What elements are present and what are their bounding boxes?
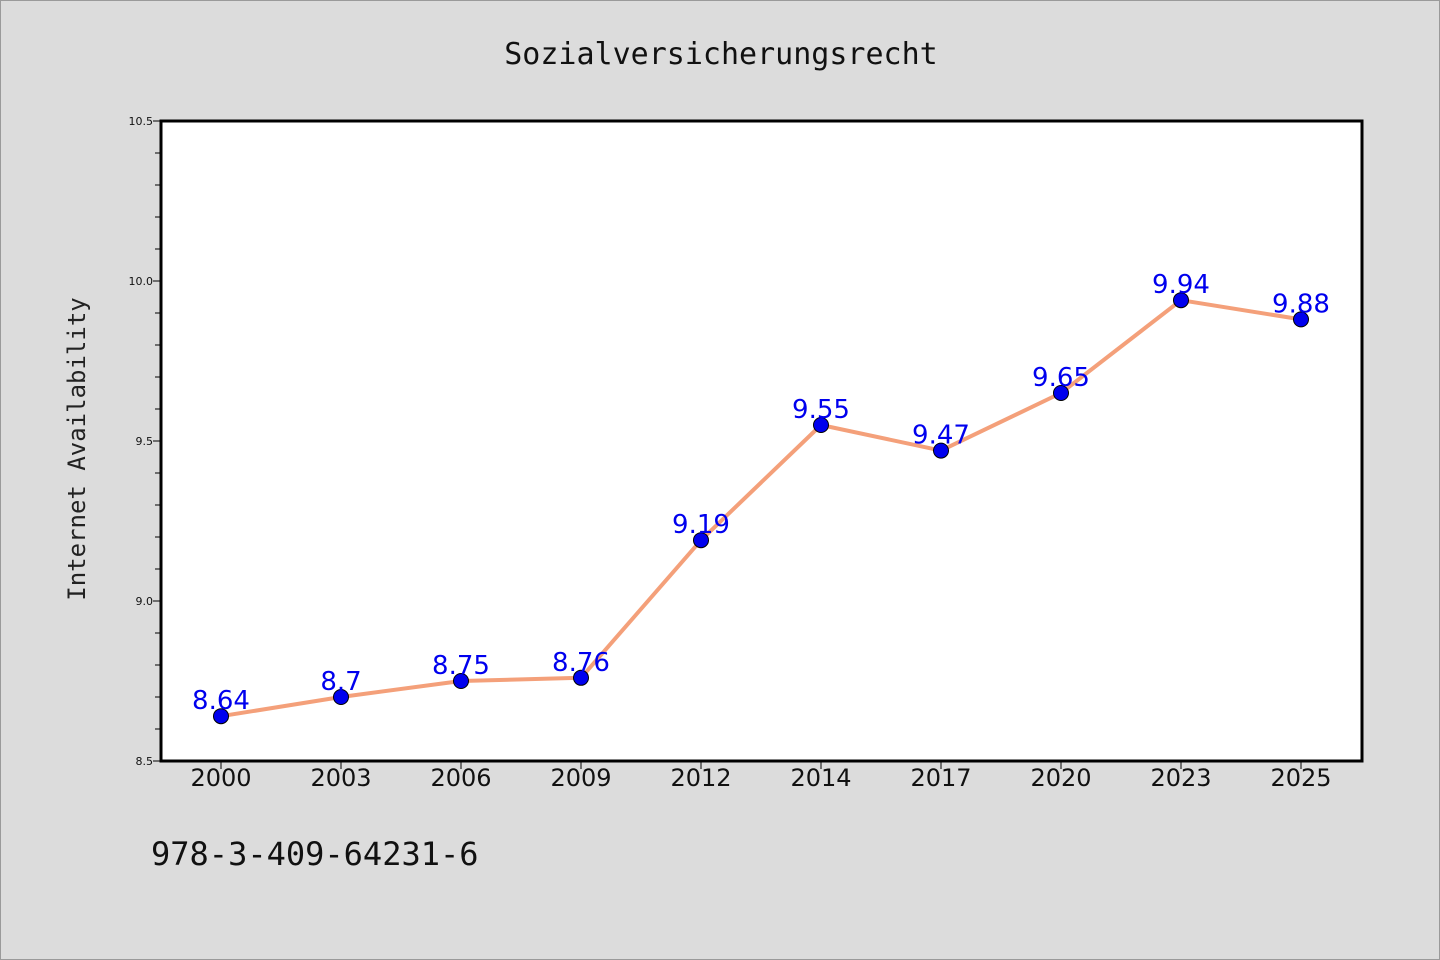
y-axis-ticks: 8.5 9.0 9.5 10.0 10.5	[129, 115, 161, 768]
data-label: 8.76	[552, 648, 610, 678]
data-label: 9.65	[1032, 363, 1090, 393]
data-point	[933, 442, 949, 459]
data-point	[1053, 385, 1069, 401]
data-label: 8.64	[192, 686, 250, 716]
data-point	[1173, 292, 1189, 309]
x-tick-label: 2012	[670, 764, 731, 792]
x-axis-ticks: 2000 2003 2006 2009 2012 2014 2017 2020 2023 2025	[190, 761, 1332, 792]
x-tick-label: 2000	[190, 764, 251, 792]
data-label: 9.55	[792, 395, 850, 425]
data-point	[573, 669, 589, 686]
x-tick-label: 2006	[430, 764, 491, 792]
data-label: 8.7	[320, 667, 361, 697]
y-axis-label: Internet Availability	[63, 297, 91, 600]
plot-area	[159, 119, 1364, 763]
y-tick-label: 9.0	[136, 595, 154, 608]
x-tick-label: 2023	[1150, 764, 1211, 792]
data-point	[333, 689, 349, 705]
y-tick-label: 10.0	[129, 275, 154, 288]
data-point	[453, 673, 469, 689]
x-tick-label: 2014	[790, 764, 851, 792]
y-tick-label: 9.5	[136, 435, 154, 448]
chart-title: Sozialversicherungsrecht	[504, 37, 937, 72]
y-tick-label: 10.5	[129, 115, 154, 128]
data-label: 9.88	[1272, 289, 1330, 319]
data-point	[693, 532, 709, 549]
series-line-group	[219, 298, 1303, 719]
data-markers	[213, 292, 1309, 725]
series-line	[219, 298, 1303, 719]
x-tick-label: 2025	[1270, 764, 1331, 792]
data-point	[1293, 311, 1309, 328]
data-label: 9.19	[672, 510, 730, 540]
data-labels: 8.64 8.7 8.75 8.76 9.19 9.55 9.47 9.65 9.94 9.88	[192, 270, 1330, 716]
data-label: 9.94	[1152, 270, 1210, 300]
data-point	[813, 417, 829, 433]
isbn-footer: 978-3-409-64231-6	[151, 835, 479, 873]
x-tick-label: 2017	[910, 764, 971, 792]
x-tick-label: 2003	[310, 764, 371, 792]
x-tick-label: 2009	[550, 764, 611, 792]
x-tick-label: 2020	[1030, 764, 1091, 792]
data-label: 8.75	[432, 651, 490, 681]
y-tick-label: 8.5	[136, 755, 154, 768]
data-point	[213, 708, 229, 725]
data-label: 9.47	[912, 421, 970, 451]
